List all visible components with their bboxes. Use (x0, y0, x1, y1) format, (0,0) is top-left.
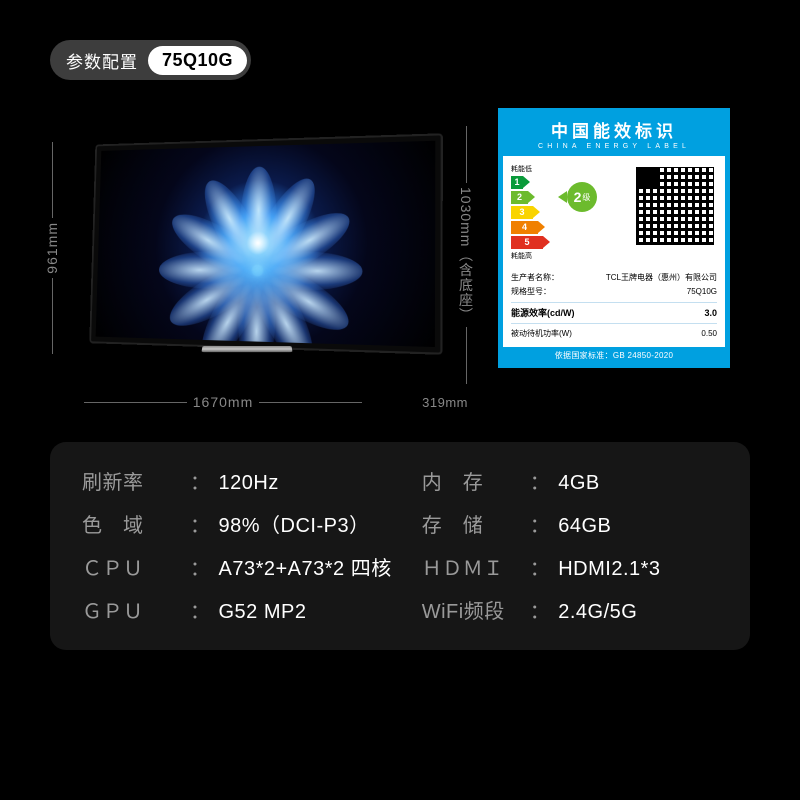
energy-standard: 依据国家标准：GB 24850-2020 (503, 347, 725, 363)
tv-screen (96, 141, 436, 347)
energy-header: 中国能效标识 CHINA ENERGY LABEL (503, 113, 725, 156)
specs-panel: 刷新率 ： 120Hz 内 存 ： 4GB 色 域 ： 98%（DCI-P3） … (50, 442, 750, 650)
energy-efficiency-label: 能源效率(cd/W) (511, 306, 575, 320)
energy-high-label: 耗能高 (511, 251, 571, 261)
spec-wifi-value: 2.4G/5G (558, 601, 637, 624)
dim-height-with-stand: 1030mm（含底座） (456, 122, 476, 388)
dim-depth-value: 319mm (422, 395, 468, 410)
dim-width-value: 1670mm (193, 394, 253, 410)
energy-grade-number: 2 (574, 190, 582, 204)
energy-efficiency-row: 能源效率(cd/W) 3.0 (511, 302, 717, 324)
dim-height-with-stand-value: 1030mm（含底座） (456, 187, 476, 322)
energy-level-1: 1 (511, 176, 523, 189)
energy-model-row: 规格型号： 75Q10G (511, 285, 717, 299)
energy-level-2: 2 (511, 191, 528, 204)
tv-diagram: 961mm 1030mm（含底座） (50, 108, 470, 408)
energy-model-label: 规格型号： (511, 285, 551, 299)
dim-height-no-stand-value: 961mm (44, 222, 60, 274)
qr-code-icon (633, 164, 717, 248)
spec-gamut: 色 域 ： 98%（DCI-P3） (82, 509, 392, 538)
energy-level-5: 5 (511, 236, 543, 249)
spec-gamut-value: 98%（DCI-P3） (219, 509, 370, 538)
spec-gamut-label: 色 域 (82, 509, 190, 538)
spec-memory-label: 内 存 (422, 466, 530, 495)
spec-gpu-value: G52 MP2 (219, 601, 307, 624)
energy-level-3: 3 (511, 206, 533, 219)
dim-depth: 319mm (422, 395, 468, 410)
energy-info: 生产者名称： TCL王牌电器（惠州）有限公司 规格型号： 75Q10G 能源效率… (503, 267, 725, 347)
energy-producer-label: 生产者名称： (511, 271, 559, 285)
spec-page: 参数配置 75Q10G 961mm 1030mm（含底座） (0, 0, 800, 800)
spec-hdmi: ＨＤＭＩ ： HDMI2.1*3 (422, 552, 718, 581)
energy-standby-label: 被动待机功率(W) (511, 327, 572, 341)
spec-memory: 内 存 ： 4GB (422, 466, 718, 495)
spec-cpu: ＣＰＵ ： A73*2+A73*2 四核 (82, 552, 392, 581)
tv-render (89, 133, 443, 355)
energy-producer-row: 生产者名称： TCL王牌电器（惠州）有限公司 (511, 271, 717, 285)
mid-row: 961mm 1030mm（含底座） (50, 108, 750, 408)
energy-title-cn: 中国能效标识 (509, 117, 719, 142)
energy-body: 耗能低 1 2 3 4 5 耗能高 2 级 (503, 156, 725, 267)
energy-standby-value: 0.50 (701, 327, 717, 341)
spec-gpu: ＧＰＵ ： G52 MP2 (82, 595, 392, 624)
header: 参数配置 75Q10G (50, 40, 750, 80)
spec-wifi: WiFi频段 ： 2.4G/5G (422, 595, 718, 624)
dim-height-no-stand: 961mm (44, 138, 60, 358)
energy-efficiency-value: 3.0 (704, 306, 717, 320)
energy-level-4: 4 (511, 221, 538, 234)
spec-refresh-value: 120Hz (219, 472, 279, 495)
energy-scale: 耗能低 1 2 3 4 5 耗能高 (511, 164, 571, 261)
config-label: 参数配置 (66, 48, 138, 73)
spec-wifi-label: WiFi频段 (422, 595, 530, 624)
energy-grade-badge: 2 级 (567, 182, 597, 212)
model-badge: 75Q10G (148, 46, 247, 75)
spec-storage-value: 64GB (558, 515, 611, 538)
spec-memory-value: 4GB (558, 472, 600, 495)
energy-standby-row: 被动待机功率(W) 0.50 (511, 324, 717, 341)
spec-hdmi-label: ＨＤＭＩ (422, 552, 530, 581)
config-pill: 参数配置 75Q10G (50, 40, 251, 80)
spec-gpu-label: ＧＰＵ (82, 595, 190, 624)
energy-title-en: CHINA ENERGY LABEL (509, 143, 719, 150)
dim-width: 1670mm (78, 394, 368, 410)
energy-grade-suffix: 级 (582, 192, 590, 203)
spec-storage: 存 储 ： 64GB (422, 509, 718, 538)
spec-cpu-value: A73*2+A73*2 四核 (219, 552, 392, 581)
energy-label: 中国能效标识 CHINA ENERGY LABEL 耗能低 1 2 3 4 5 … (498, 108, 730, 368)
spec-storage-label: 存 储 (422, 509, 530, 538)
tv-bezel (89, 133, 443, 355)
spec-refresh-label: 刷新率 (82, 466, 190, 495)
spec-cpu-label: ＣＰＵ (82, 552, 190, 581)
energy-producer-value: TCL王牌电器（惠州）有限公司 (606, 271, 717, 285)
energy-model-value: 75Q10G (687, 285, 717, 299)
energy-low-label: 耗能低 (511, 164, 571, 174)
spec-hdmi-value: HDMI2.1*3 (558, 558, 660, 581)
spec-refresh: 刷新率 ： 120Hz (82, 466, 392, 495)
tv-stand (202, 346, 293, 352)
